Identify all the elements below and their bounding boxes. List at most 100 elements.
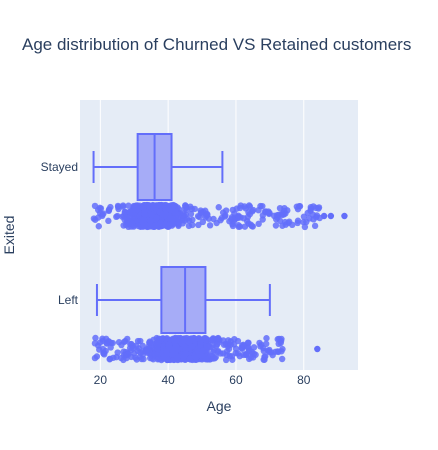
data-point: [122, 214, 129, 221]
data-point: [124, 335, 131, 343]
data-point: [173, 344, 180, 351]
data-point: [293, 203, 301, 210]
outlier-point: [327, 212, 335, 220]
data-point: [92, 216, 99, 223]
data-point: [231, 210, 238, 217]
x-tick-label: 20: [94, 373, 108, 387]
points-left: [91, 334, 321, 364]
box-stayed: [92, 133, 224, 201]
data-point: [100, 210, 107, 217]
data-point: [281, 204, 288, 212]
data-point: [138, 355, 145, 363]
data-point: [203, 210, 211, 218]
data-point: [198, 352, 205, 359]
data-point: [181, 205, 189, 212]
data-point: [139, 342, 146, 349]
data-point: [229, 222, 237, 230]
data-point: [101, 351, 108, 358]
data-point: [278, 355, 286, 363]
tick-labels: 20 40 60 80 Stayed Left: [41, 160, 311, 387]
data-point: [245, 220, 252, 227]
data-point: [159, 335, 166, 342]
data-point: [197, 209, 205, 216]
data-point: [214, 348, 221, 356]
data-point: [195, 334, 203, 342]
outlier-point: [320, 212, 328, 220]
x-axis-label: Age: [207, 398, 232, 414]
data-point: [207, 352, 214, 359]
data-point: [99, 335, 106, 342]
data-point: [245, 202, 253, 209]
data-point: [300, 213, 308, 220]
scatter-points: [90, 201, 348, 364]
data-point: [172, 209, 179, 216]
data-point: [96, 346, 103, 353]
data-point: [180, 337, 187, 344]
data-point: [187, 210, 195, 218]
data-point: [188, 343, 196, 350]
data-point: [274, 214, 281, 221]
y-tick-label: Stayed: [41, 160, 78, 174]
data-point: [252, 351, 259, 358]
data-point: [266, 348, 273, 356]
data-point: [219, 209, 227, 216]
box-layer: [92, 133, 271, 334]
data-point: [155, 354, 163, 362]
data-point: [106, 338, 113, 346]
data-point: [137, 337, 144, 345]
data-point: [192, 353, 200, 361]
data-point: [157, 221, 164, 228]
outlier-point: [341, 212, 348, 220]
data-point: [208, 336, 216, 343]
data-point: [222, 356, 230, 364]
y-tick-label: Left: [58, 293, 79, 307]
data-point: [140, 216, 147, 223]
data-point: [105, 207, 113, 214]
data-point: [289, 221, 296, 229]
data-point: [255, 220, 262, 228]
data-point: [307, 205, 315, 213]
data-point: [162, 203, 169, 211]
data-point: [261, 353, 268, 360]
data-point: [188, 205, 196, 213]
data-point: [259, 216, 266, 223]
data-point: [113, 213, 120, 221]
data-point: [234, 337, 242, 345]
data-point: [141, 211, 149, 218]
data-point: [162, 221, 169, 228]
data-point: [148, 211, 155, 219]
data-point: [210, 215, 217, 223]
data-point: [167, 206, 174, 213]
data-point: [125, 202, 132, 209]
data-point: [294, 217, 302, 224]
data-point: [185, 222, 193, 230]
data-point: [144, 346, 152, 353]
data-point: [139, 223, 147, 230]
data-point: [105, 217, 112, 225]
data-point: [217, 217, 224, 224]
data-point: [163, 335, 171, 342]
data-point: [172, 214, 180, 222]
outlier-point: [314, 345, 321, 353]
data-point: [220, 337, 227, 344]
data-point: [186, 355, 194, 362]
box-iqr: [160, 266, 207, 334]
data-point: [227, 341, 234, 348]
data-point: [137, 349, 144, 356]
data-point: [199, 347, 206, 354]
data-point: [119, 202, 127, 209]
data-point: [133, 342, 140, 349]
data-point: [272, 348, 279, 355]
data-point: [255, 206, 262, 214]
data-point: [257, 343, 264, 350]
y-axis-label: Exited: [1, 216, 17, 255]
data-point: [223, 348, 231, 355]
data-point: [117, 354, 125, 362]
data-point: [234, 350, 242, 357]
data-point: [265, 210, 273, 218]
chart-title: Age distribution of Churned VS Retained …: [22, 35, 411, 54]
data-point: [301, 223, 309, 231]
data-point: [235, 222, 242, 229]
data-point: [114, 202, 122, 210]
